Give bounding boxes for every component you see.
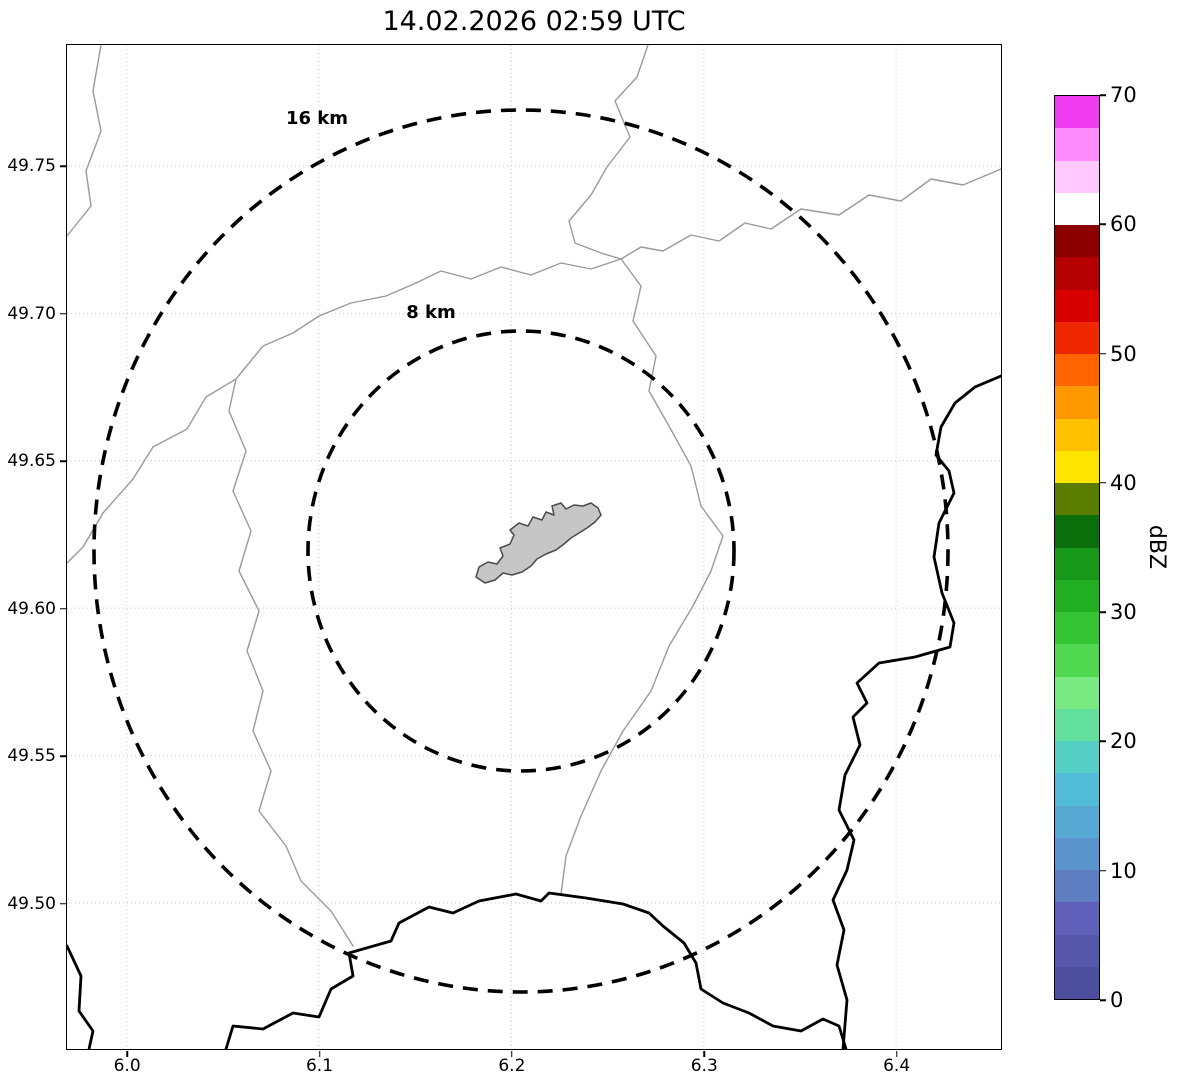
colorbar-band	[1055, 128, 1099, 161]
boundary-line	[568, 45, 649, 260]
y-tick-mark	[60, 460, 66, 462]
colorbar-band	[1055, 547, 1099, 580]
country-border-lines	[67, 374, 1001, 1049]
y-tick-label: 49.55	[7, 746, 56, 767]
colorbar-band	[1055, 160, 1099, 193]
y-tick-mark	[60, 902, 66, 905]
map-plot-area: 16 km 8 km	[66, 44, 1002, 1050]
colorbar-band	[1055, 515, 1099, 548]
country-border-east	[831, 374, 1001, 1049]
colorbar-band	[1055, 708, 1099, 741]
colorbar-band	[1055, 644, 1099, 677]
x-tick-mark	[511, 1051, 513, 1057]
x-tick-label: 6.1	[305, 1056, 334, 1076]
colorbar-tick-mark	[1100, 999, 1106, 1001]
x-tick-mark	[126, 1051, 128, 1057]
y-tick-label: 49.50	[7, 893, 56, 914]
colorbar-band	[1055, 418, 1099, 451]
country-border-south	[224, 891, 848, 1049]
boundary-line	[67, 258, 622, 564]
y-tick-mark	[60, 607, 66, 610]
y-tick-label: 49.60	[7, 598, 56, 619]
colorbar-axis-label: dBZ	[1144, 524, 1169, 570]
colorbar-tick-label: 20	[1110, 729, 1137, 754]
range-ring-16km	[92, 108, 950, 994]
x-tick-mark	[318, 1051, 321, 1057]
colorbar-band	[1055, 450, 1099, 483]
colorbar-band	[1055, 676, 1099, 709]
colorbar-band	[1055, 483, 1099, 516]
city-boundary-polygon	[475, 502, 602, 584]
y-tick-label: 49.75	[7, 156, 56, 177]
colorbar-band	[1055, 354, 1099, 387]
colorbar-band	[1055, 289, 1099, 322]
colorbar-band	[1055, 773, 1099, 806]
colorbar	[1054, 95, 1100, 1000]
x-tick-label: 6.2	[498, 1056, 526, 1076]
colorbar-tick-mark	[1100, 611, 1106, 613]
colorbar-band	[1055, 870, 1099, 903]
y-tick-label: 49.70	[7, 303, 56, 324]
y-tick-mark	[60, 313, 66, 315]
range-rings	[92, 108, 950, 994]
colorbar-band	[1055, 966, 1099, 999]
colorbar-band	[1055, 805, 1099, 838]
colorbar-band	[1055, 321, 1099, 354]
x-tick-label: 6.0	[113, 1056, 141, 1076]
colorbar-band	[1055, 902, 1099, 935]
figure-title: 14.02.2026 02:59 UTC	[382, 6, 686, 37]
y-tick-label: 49.65	[7, 451, 56, 472]
colorbar-band	[1055, 612, 1099, 645]
colorbar-tick-mark	[1100, 223, 1106, 226]
boundary-line	[620, 168, 1001, 260]
x-tick-mark	[703, 1051, 706, 1057]
colorbar-band	[1055, 579, 1099, 612]
colorbar-tick-label: 70	[1110, 83, 1137, 107]
colorbar-band	[1055, 386, 1099, 419]
colorbar-tick-label: 50	[1110, 341, 1137, 366]
colorbar-tick-mark	[1100, 482, 1106, 484]
colorbar-tick-label: 60	[1110, 212, 1137, 237]
colorbar-tick-label: 10	[1110, 858, 1137, 883]
colorbar-band	[1055, 192, 1099, 225]
x-tick-label: 6.4	[883, 1056, 911, 1076]
range-ring-label-8km: 8 km	[406, 302, 456, 323]
boundary-line	[560, 258, 724, 895]
colorbar-tick-mark	[1100, 869, 1106, 872]
colorbar-tick-mark	[1100, 740, 1106, 743]
x-tick-label: 6.3	[690, 1056, 718, 1076]
colorbar-tick-mark	[1100, 352, 1106, 355]
colorbar-band	[1055, 934, 1099, 967]
colorbar-band	[1055, 741, 1099, 774]
x-tick-mark	[895, 1051, 898, 1057]
grid-lines	[67, 45, 1001, 1049]
colorbar-band	[1055, 96, 1099, 129]
boundary-line	[67, 45, 102, 237]
boundary-line	[228, 378, 354, 947]
colorbar-band	[1055, 257, 1099, 290]
colorbar-tick-label: 0	[1110, 988, 1124, 1012]
colorbar-tick-label: 40	[1110, 470, 1137, 495]
y-tick-mark	[60, 755, 66, 757]
colorbar-band	[1055, 837, 1099, 870]
range-ring-label-16km: 16 km	[286, 108, 348, 129]
colorbar-tick-label: 30	[1110, 600, 1137, 625]
y-tick-mark	[60, 165, 66, 168]
map-canvas: 16 km 8 km	[67, 45, 1001, 1049]
colorbar-tick-mark	[1100, 94, 1106, 96]
regional-boundary-lines	[67, 45, 1001, 947]
colorbar-gradient	[1055, 96, 1099, 999]
colorbar-band	[1055, 225, 1099, 258]
range-ring-8km	[306, 329, 736, 773]
country-border-southwest	[67, 944, 95, 1049]
